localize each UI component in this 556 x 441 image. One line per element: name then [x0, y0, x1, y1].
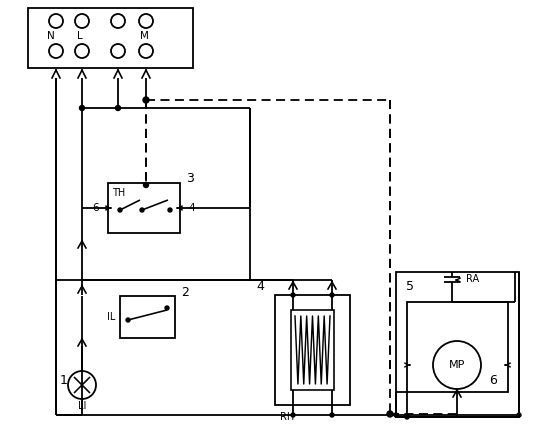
Bar	[120, 296, 175, 338]
Circle shape	[139, 44, 153, 58]
Circle shape	[168, 208, 172, 212]
Text: 6: 6	[93, 203, 100, 213]
Circle shape	[111, 44, 125, 58]
Circle shape	[143, 183, 148, 187]
Text: 1: 1	[60, 374, 68, 386]
Circle shape	[165, 306, 169, 310]
Text: 4: 4	[188, 203, 195, 213]
Text: TH: TH	[112, 188, 125, 198]
Circle shape	[126, 318, 130, 322]
Circle shape	[49, 44, 63, 58]
Circle shape	[68, 371, 96, 399]
Circle shape	[80, 105, 85, 111]
Text: MP: MP	[449, 360, 465, 370]
Circle shape	[75, 14, 89, 28]
Bar	[28, 8, 193, 68]
Circle shape	[330, 413, 334, 417]
Text: 2: 2	[181, 285, 189, 299]
Circle shape	[139, 14, 153, 28]
Bar	[291, 310, 334, 390]
Bar	[275, 295, 350, 405]
Text: M: M	[140, 31, 148, 41]
Text: N: N	[47, 31, 55, 41]
Circle shape	[291, 293, 295, 297]
Circle shape	[387, 411, 393, 417]
Text: LI: LI	[78, 401, 86, 411]
Circle shape	[143, 97, 149, 103]
Circle shape	[517, 413, 521, 417]
Circle shape	[140, 208, 144, 212]
Circle shape	[291, 413, 295, 417]
Text: 5: 5	[406, 280, 414, 294]
Bar	[407, 302, 508, 392]
Circle shape	[394, 413, 398, 417]
Circle shape	[116, 105, 121, 111]
Bar	[396, 272, 519, 417]
Text: 6: 6	[489, 374, 497, 386]
Circle shape	[330, 293, 334, 297]
Text: RA: RA	[466, 274, 479, 284]
Text: L: L	[77, 31, 83, 41]
Circle shape	[433, 341, 481, 389]
Text: 3: 3	[186, 172, 194, 184]
Circle shape	[118, 208, 122, 212]
Text: RH: RH	[280, 412, 294, 422]
Text: IL: IL	[107, 312, 115, 322]
Circle shape	[75, 44, 89, 58]
Circle shape	[405, 415, 409, 419]
Text: 4: 4	[256, 280, 264, 294]
Circle shape	[111, 14, 125, 28]
Circle shape	[49, 14, 63, 28]
Bar	[108, 183, 180, 233]
